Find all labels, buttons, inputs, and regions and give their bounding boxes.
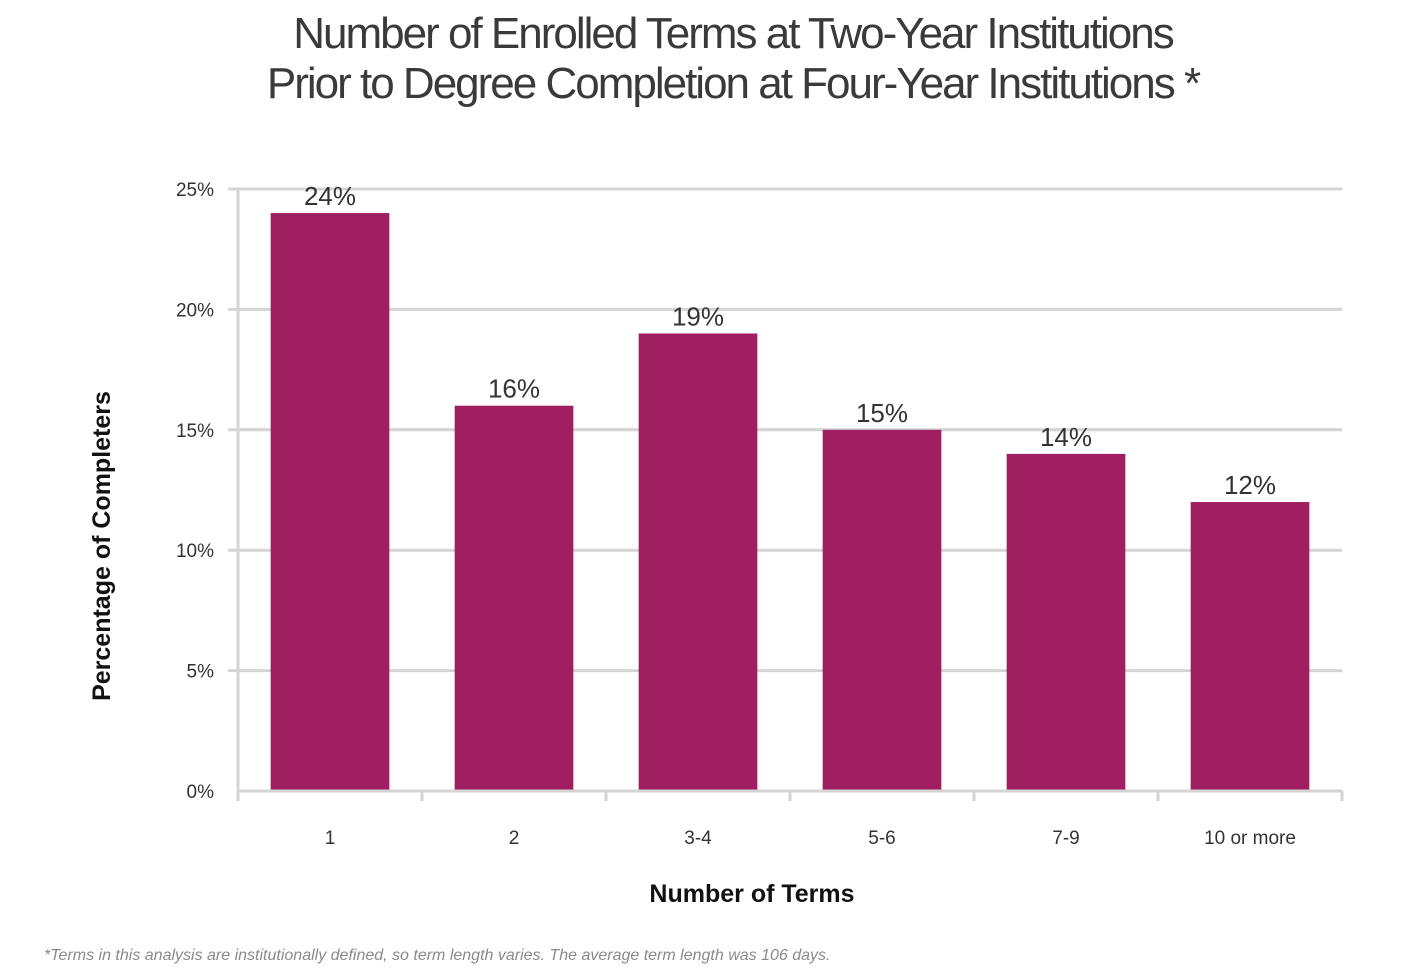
y-tick-label: 25% [176, 180, 214, 201]
bar [454, 405, 574, 791]
bar-value-label: 19% [672, 301, 724, 331]
x-tick-label: 1 [325, 828, 336, 849]
x-tick-label: 2 [509, 828, 520, 849]
y-tick-label: 5% [187, 662, 215, 683]
bar [1006, 453, 1126, 791]
x-tick-label: 7-9 [1052, 828, 1079, 849]
x-axis [236, 189, 1344, 801]
y-axis-title: Percentage of Completers [88, 391, 116, 701]
gridlines [228, 187, 1342, 673]
y-tick-label: 20% [176, 300, 214, 321]
bar [270, 213, 390, 791]
bar [1190, 502, 1310, 791]
bar-value-label: 15% [856, 398, 908, 428]
x-tick-label: 5-6 [868, 828, 895, 849]
y-axis-tick-labels: 0% 5% 10% 15% 20% 25% [176, 180, 214, 803]
bar [638, 333, 758, 791]
bars [270, 213, 1310, 791]
bar-value-label: 24% [304, 181, 356, 211]
y-tick-label: 15% [176, 421, 214, 442]
x-axis-tick-labels: 1 2 3-4 5-6 7-9 10 or more [325, 828, 1296, 849]
footnote: *Terms in this analysis are institutiona… [44, 947, 830, 964]
bar [822, 429, 942, 791]
bar-value-label: 12% [1224, 470, 1276, 500]
bar-value-label: 16% [488, 374, 540, 404]
x-axis-title: Number of Terms [649, 880, 854, 908]
value-labels: 24% 16% 19% 15% 14% 12% [304, 181, 1276, 500]
x-tick-label: 3-4 [684, 828, 712, 849]
chart-title-line-2: Prior to Degree Completion at Four-Year … [267, 59, 1201, 108]
bar-value-label: 14% [1040, 422, 1092, 452]
chart-title-line-1: Number of Enrolled Terms at Two-Year Ins… [293, 9, 1173, 58]
x-tick-label: 10 or more [1204, 828, 1296, 849]
y-tick-label: 10% [176, 541, 214, 562]
y-tick-label: 0% [187, 782, 215, 803]
